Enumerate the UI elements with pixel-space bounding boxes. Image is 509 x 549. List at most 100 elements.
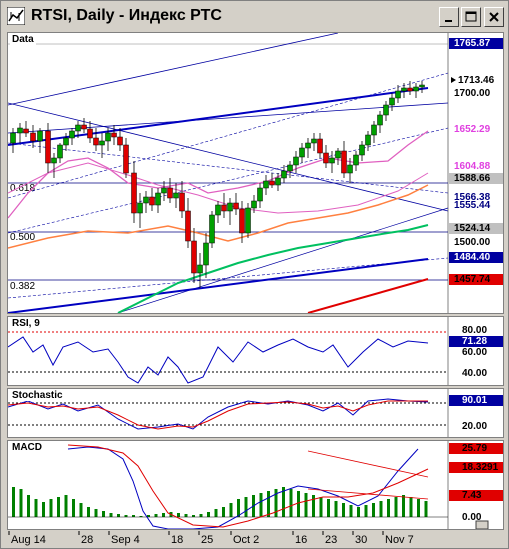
- date-label: 16: [295, 534, 307, 546]
- minimize-icon: [445, 20, 452, 22]
- candle-body: [323, 152, 329, 164]
- price-chart[interactable]: 0.618 0.500 0.382 1765.87 1713.46 1700.00 1652…: [8, 33, 503, 313]
- maximize-button[interactable]: [461, 7, 481, 27]
- candle-body: [37, 130, 43, 142]
- candle-body: [63, 137, 69, 146]
- rsi-value-bg: [449, 336, 503, 347]
- price-tag-label: 1765.87: [454, 38, 491, 49]
- macd-histogram-bar: [117, 514, 120, 517]
- macd-histogram-bar: [342, 503, 345, 517]
- macd-histogram-bar: [109, 513, 113, 517]
- price-tag-label: 1700.00: [454, 88, 491, 99]
- fib-level-label: 0.500: [10, 232, 35, 243]
- price-pane-label: Data: [10, 34, 36, 45]
- macd-histogram-bar: [42, 502, 45, 517]
- candle-body: [227, 202, 233, 212]
- candle-body: [137, 202, 143, 214]
- price-tag-label: 1555.44: [454, 200, 491, 211]
- candle-body: [173, 192, 179, 199]
- macd-histogram-bar: [244, 497, 248, 517]
- maximize-icon: [465, 11, 477, 22]
- candle-body: [105, 132, 111, 142]
- candle-body: [365, 134, 371, 146]
- candle-body: [75, 124, 81, 132]
- price-marker-icon: [451, 77, 456, 83]
- ma-green-line: [117, 224, 429, 313]
- candle-body: [269, 180, 275, 186]
- candle-body: [179, 192, 185, 212]
- date-label: 18: [171, 534, 183, 546]
- price-tag-label: 1566.38: [454, 192, 491, 203]
- close-button[interactable]: [484, 7, 504, 27]
- macd-histogram-bar: [282, 487, 285, 517]
- macd-histogram-bar: [409, 497, 413, 517]
- macd-histogram-bar: [57, 497, 60, 517]
- candle-body: [23, 128, 29, 134]
- candle-body: [287, 164, 293, 172]
- candle-body: [383, 104, 389, 116]
- candle-body: [299, 147, 305, 158]
- macd-divergence-line: [307, 450, 429, 478]
- candle-body: [117, 136, 123, 146]
- minimize-button[interactable]: [439, 7, 459, 27]
- rsi-line: [8, 336, 429, 384]
- macd-histogram-bar: [312, 495, 315, 517]
- macd-histogram-bar: [64, 495, 68, 517]
- macd-histogram-bar: [357, 507, 360, 517]
- candle-body: [161, 187, 167, 194]
- price-tag-label: 1484.40: [454, 252, 491, 263]
- macd-histogram-bar: [199, 514, 203, 517]
- price-pane[interactable]: 0.618 0.500 0.382 1765.87 1713.46 1700.00 1652…: [7, 32, 504, 314]
- candle-body: [395, 90, 401, 99]
- macd-pane[interactable]: 25.79 18.3291 7.43 0.00 MACD: [7, 440, 504, 530]
- candle-body: [93, 137, 99, 146]
- rsi-pane-label: RSI, 9: [10, 318, 42, 329]
- candle-body: [305, 142, 311, 149]
- macd-axis-area: [448, 441, 503, 529]
- macd-histogram-bar: [154, 514, 158, 517]
- price-tag-bg: [449, 252, 503, 263]
- macd-histogram-bar: [87, 507, 90, 517]
- price-tag-label: 1457.74: [454, 274, 491, 285]
- macd-axis-label: 25.79: [462, 443, 487, 454]
- macd-chart[interactable]: 25.79 18.3291 7.43 0.00: [8, 441, 503, 529]
- rsi-axis-label: 40.00: [462, 368, 487, 379]
- macd-histogram-bar: [379, 501, 383, 517]
- candle-body: [197, 264, 203, 274]
- trend-channel-line: [8, 257, 449, 299]
- price-tag-bg: [449, 274, 503, 285]
- price-tag-bg: [449, 38, 503, 49]
- candle-body: [329, 157, 335, 164]
- date-label: 30: [355, 534, 367, 546]
- rsi-pane[interactable]: 80.00 71.28 60.00 40.00 RSI, 9: [7, 316, 504, 386]
- title-bar[interactable]: RTSI, Daily - Индекс РТС: [3, 3, 506, 29]
- macd-histogram-bar: [207, 512, 210, 517]
- chart-app-icon: [7, 7, 25, 25]
- macd-histogram-bar: [19, 489, 23, 517]
- stochastic-pane-label: Stochastic: [10, 390, 65, 401]
- candle-body: [281, 170, 287, 179]
- trend-channel-line: [8, 72, 449, 199]
- candle-body: [57, 144, 63, 159]
- rsi-axis-label: 60.00: [462, 347, 487, 358]
- candle-body: [17, 127, 23, 134]
- candle-body: [389, 97, 395, 106]
- trend-channel-line: [117, 207, 449, 313]
- price-tag-label: 1524.14: [454, 223, 491, 234]
- date-label: Aug 14: [11, 534, 46, 546]
- fib-level-label: 0.618: [10, 183, 35, 194]
- macd-histogram-bar: [402, 495, 405, 517]
- candle-body: [377, 114, 383, 126]
- macd-histogram-bar: [334, 501, 338, 517]
- rsi-axis-label: 71.28: [462, 336, 487, 347]
- candle-body: [131, 172, 137, 214]
- trend-channel-line: [8, 33, 339, 106]
- macd-histogram-bar: [349, 505, 353, 517]
- candle-body: [215, 204, 221, 216]
- candle-body: [221, 204, 227, 212]
- macd-histogram-bar: [274, 489, 278, 517]
- date-label: Sep 4: [111, 534, 140, 546]
